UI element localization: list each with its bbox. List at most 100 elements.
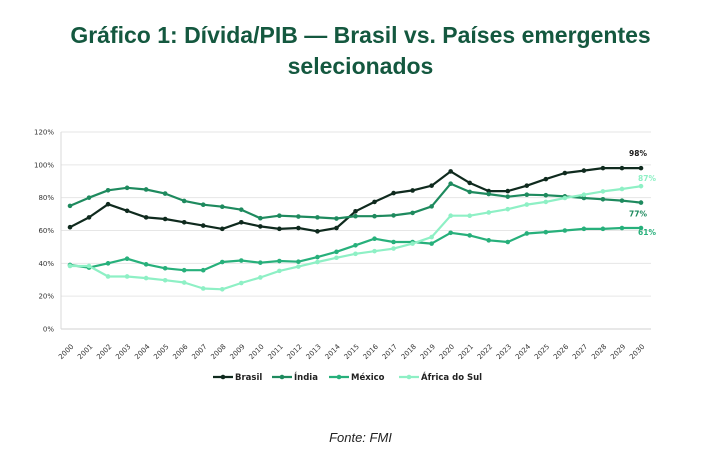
data-point: [124, 208, 130, 214]
data-point: [315, 229, 320, 234]
data-point: [429, 241, 434, 246]
data-point: [334, 216, 339, 221]
data-point: [372, 236, 377, 242]
data-point: [86, 263, 92, 269]
data-point: [86, 215, 92, 220]
data-point: [600, 197, 606, 202]
data-point: [258, 215, 263, 221]
x-tick-label: 2018: [400, 343, 418, 361]
series--frica-do-sul: [67, 183, 644, 292]
data-point: [600, 226, 606, 232]
data-point: [467, 233, 473, 238]
data-point: [124, 185, 130, 191]
data-point: [429, 234, 434, 240]
data-point: [410, 210, 415, 216]
data-point: [67, 224, 73, 230]
data-point: [524, 183, 530, 188]
data-point: [200, 223, 206, 228]
data-point: [124, 256, 130, 262]
data-point: [543, 199, 549, 205]
series-brasil: [67, 165, 644, 234]
data-point: [600, 165, 606, 171]
data-point: [143, 187, 149, 192]
data-point: [372, 213, 377, 219]
x-tick-label: 2020: [438, 343, 456, 361]
data-point: [600, 189, 606, 194]
x-tick-label: 2028: [590, 343, 608, 361]
data-point: [334, 255, 339, 261]
data-label--ndia: 77%: [629, 210, 647, 219]
data-point: [143, 215, 149, 220]
data-point: [296, 264, 301, 269]
data-point: [277, 213, 282, 219]
data-point: [219, 204, 225, 209]
x-axis: 2000 2001 2002 2003 2004 2005 2006 2007 2008 2009…: [57, 342, 646, 361]
legend-label: Brasil: [235, 373, 262, 383]
data-point: [467, 189, 473, 195]
data-point: [67, 263, 73, 269]
x-tick-label: 2000: [57, 343, 75, 361]
data-point: [505, 194, 511, 199]
data-point: [239, 207, 244, 212]
data-point: [505, 188, 511, 194]
data-point: [581, 195, 587, 201]
y-tick-label: 0%: [43, 326, 54, 334]
x-tick-label: 2016: [362, 342, 381, 361]
data-point: [638, 225, 644, 231]
data-point: [162, 277, 168, 283]
data-point: [486, 191, 492, 197]
x-tick-label: 2002: [95, 343, 113, 361]
data-point: [524, 231, 530, 236]
data-point: [391, 190, 396, 196]
data-point: [486, 238, 492, 243]
data-point: [239, 280, 244, 286]
data-point: [105, 274, 111, 279]
data-point: [410, 188, 415, 193]
data-label--frica-do-sul: 87%: [638, 174, 656, 183]
data-point: [619, 186, 625, 192]
data-point: [258, 260, 263, 265]
chart-title-line-2: selecionados: [287, 53, 434, 79]
data-point: [562, 228, 568, 233]
data-point: [181, 219, 187, 225]
data-point: [239, 219, 244, 225]
data-point: [277, 226, 282, 232]
data-point: [391, 213, 396, 218]
y-tick-label: 60%: [38, 227, 54, 235]
legend-label: África do Sul: [421, 371, 482, 383]
x-tick-label: 2027: [571, 343, 589, 361]
data-point: [296, 214, 301, 219]
legend-marker: [220, 374, 226, 380]
data-point: [391, 246, 396, 251]
data-point: [86, 195, 92, 200]
y-tick-label: 120%: [34, 129, 54, 137]
x-tick-label: 2011: [267, 343, 285, 361]
data-point: [200, 267, 206, 273]
data-point: [258, 275, 263, 280]
legend-item-brasil: Brasil: [213, 373, 262, 383]
data-point: [162, 191, 168, 196]
data-point: [105, 187, 111, 193]
data-point: [486, 210, 492, 215]
data-point: [372, 248, 377, 254]
series--ndia: [67, 181, 644, 221]
data-labels: 98% 77% 61% 87%: [629, 149, 656, 237]
y-tick-label: 80%: [38, 194, 54, 202]
data-point: [619, 198, 625, 203]
data-point: [429, 204, 434, 209]
data-point: [181, 198, 187, 204]
data-point: [581, 168, 587, 173]
x-tick-label: 2025: [533, 343, 551, 361]
data-point: [619, 225, 625, 231]
source-note: Fonte: FMI: [329, 430, 392, 445]
data-point: [105, 201, 111, 207]
data-point: [638, 165, 644, 171]
data-point: [562, 170, 568, 176]
data-point: [219, 226, 225, 232]
data-point: [638, 200, 644, 205]
data-point: [448, 230, 453, 236]
data-point: [315, 259, 320, 265]
data-point: [524, 202, 530, 207]
data-point: [543, 192, 549, 198]
data-point: [448, 213, 453, 219]
